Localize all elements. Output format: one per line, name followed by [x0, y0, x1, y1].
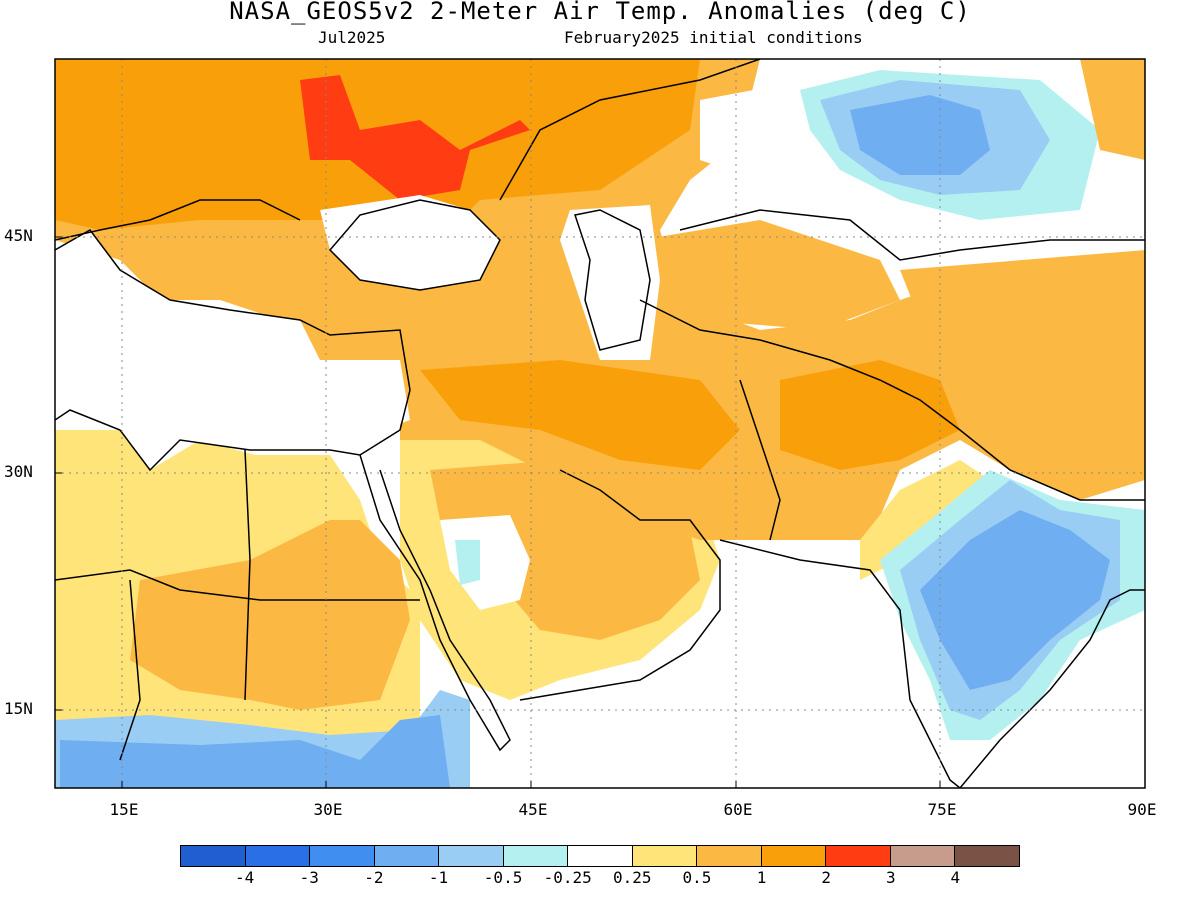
color-legend — [180, 845, 1020, 867]
siberia-warm — [1080, 59, 1145, 160]
legend-tick-label: -1 — [428, 868, 449, 887]
legend-tick-label: -2 — [364, 868, 384, 887]
legend-tick-label: -0.5 — [483, 868, 523, 887]
legend-swatch — [439, 846, 504, 866]
mediterranean-neutral — [55, 230, 410, 470]
legend-swatch — [503, 846, 569, 866]
lon-label-90e: 90E — [1127, 800, 1157, 819]
anomaly-fields — [55, 59, 1145, 788]
legend-tick-label: 2 — [821, 868, 831, 887]
kazakh-cooler — [850, 95, 990, 175]
arabia-neutral — [440, 515, 530, 610]
arabia-warm-core — [430, 460, 700, 640]
india-cooler — [920, 510, 1110, 690]
lon-label-15e: 15E — [109, 800, 139, 819]
tibet-warm — [900, 250, 1145, 400]
lon-label-30e: 30E — [313, 800, 343, 819]
legend-tick-label: 1 — [756, 868, 767, 887]
legend-tick-label: -3 — [299, 868, 319, 887]
east-africa-cooler — [60, 715, 450, 788]
legend-tick-label: -4 — [234, 868, 255, 887]
central-asia-warm — [640, 220, 900, 330]
axis-ticks — [55, 236, 941, 788]
legend-tick-label: 0.5 — [682, 868, 712, 887]
legend-swatch — [890, 846, 956, 866]
legend-tick-label: -0.25 — [543, 868, 592, 887]
legend-swatch — [632, 846, 698, 866]
lon-label-60e: 60E — [723, 800, 753, 819]
east-europe-hot — [300, 75, 530, 200]
legend-swatch — [826, 846, 891, 866]
legend-swatch — [181, 846, 246, 866]
map-frame — [54, 58, 1146, 789]
legend-swatch — [697, 846, 762, 866]
legend-swatch — [245, 846, 311, 866]
legend-swatch — [761, 846, 827, 866]
initial-conditions: February2025 initial conditions — [564, 28, 863, 47]
lat-label-30n: 30N — [4, 462, 33, 481]
forecast-month: Jul2025 — [318, 28, 386, 47]
middle-east-strong — [420, 360, 740, 470]
legend-swatch — [568, 846, 633, 866]
lon-label-45e: 45E — [518, 800, 548, 819]
graticule — [55, 59, 1145, 788]
afghanistan-strong — [780, 360, 960, 470]
lon-label-75e: 75E — [927, 800, 957, 819]
lat-label-15n: 15N — [4, 699, 33, 718]
coastlines — [55, 59, 1145, 788]
legend-tick-label: 4 — [950, 868, 961, 887]
africa-warm-core — [130, 520, 410, 710]
legend-swatch — [310, 846, 375, 866]
legend-tick-label: 0.25 — [613, 868, 652, 887]
map-title: NASA_GEOS5v2 2-Meter Air Temp. Anomalies… — [229, 0, 971, 25]
lat-label-45n: 45N — [4, 226, 33, 245]
legend-swatch — [374, 846, 440, 866]
arabia-cool-spot — [455, 540, 480, 585]
black-sea-neutral — [320, 195, 500, 290]
legend-tick-label: 3 — [885, 868, 896, 887]
legend-swatch — [955, 846, 1019, 866]
